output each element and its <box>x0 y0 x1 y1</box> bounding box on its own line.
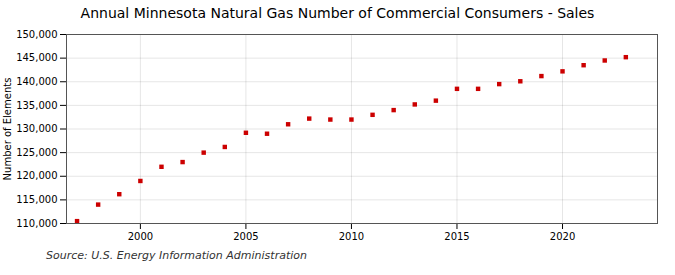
svg-text:2005: 2005 <box>233 231 258 242</box>
svg-text:115,000: 115,000 <box>16 194 57 205</box>
svg-text:110,000: 110,000 <box>16 218 57 229</box>
svg-text:145,000: 145,000 <box>16 52 57 63</box>
svg-text:Number of Elements: Number of Elements <box>2 78 13 181</box>
html-text:Annual Minnesota Natural Gas N: Annual Minnesota Natural Gas Number of C… <box>80 5 595 21</box>
svg-text:2000: 2000 <box>128 231 153 242</box>
svg-text:120,000: 120,000 <box>16 170 57 181</box>
html-text:Source: U.S. Energy Informatio: Source: U.S. Energy Information Administ… <box>46 249 307 262</box>
svg-text:135,000: 135,000 <box>16 100 57 111</box>
svg-text:150,000: 150,000 <box>16 29 57 40</box>
svg-text:125,000: 125,000 <box>16 147 57 158</box>
svg-text:2015: 2015 <box>444 231 469 242</box>
svg-text:140,000: 140,000 <box>16 76 57 87</box>
svg-text:2020: 2020 <box>550 231 575 242</box>
svg-text:130,000: 130,000 <box>16 123 57 134</box>
svg-text:2010: 2010 <box>339 231 364 242</box>
